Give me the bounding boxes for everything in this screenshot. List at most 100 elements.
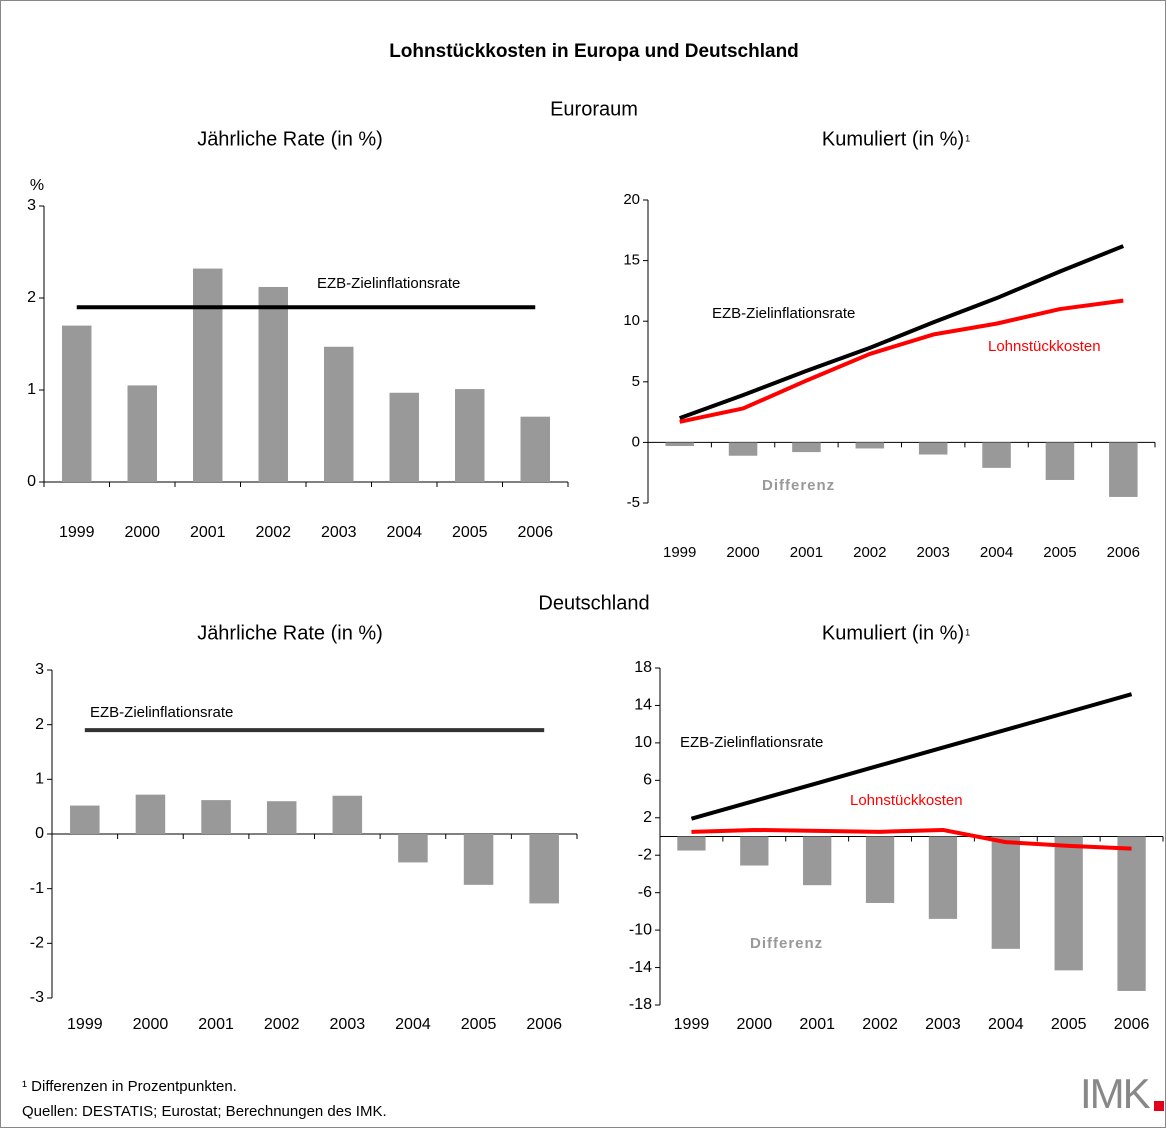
y-tick-label: -1: [30, 880, 44, 897]
x-tick-label: 1999: [674, 1016, 710, 1033]
section-title: Deutschland: [538, 592, 649, 614]
x-tick-label: 2003: [925, 1016, 961, 1033]
bar: [324, 346, 354, 482]
y-tick-label: -6: [638, 884, 652, 901]
footnote-ref: 1: [965, 133, 970, 143]
y-tick-label: 10: [634, 734, 652, 751]
bar: [70, 805, 100, 834]
x-tick-label: 2006: [517, 524, 553, 541]
x-tick-label: 2005: [452, 524, 488, 541]
x-tick-label: 2001: [799, 1016, 835, 1033]
y-tick-label: 1: [35, 771, 44, 788]
y-tick-label: 10: [623, 312, 640, 329]
bar: [193, 268, 223, 482]
logo-square: [1154, 1101, 1164, 1111]
chart-subtitle: Kumuliert (in %): [822, 622, 964, 644]
x-tick-label: 2005: [461, 1016, 497, 1033]
x-tick-label: 2003: [330, 1016, 366, 1033]
y-tick-label: -2: [30, 935, 44, 952]
bar: [266, 801, 297, 834]
x-tick-label: 2005: [1051, 1016, 1087, 1033]
bar: [803, 836, 832, 886]
bar: [665, 442, 694, 447]
footnote: Quellen: DESTATIS; Eurostat; Berechnunge…: [22, 1103, 387, 1120]
bar: [332, 795, 363, 834]
footnote-ref: 1: [965, 627, 970, 637]
series-label: EZB-Zielinflationsrate: [317, 275, 460, 292]
series-label: EZB-Zielinflationsrate: [712, 305, 855, 322]
y-tick-label: 3: [27, 197, 36, 214]
series-label: Differenz: [762, 477, 835, 494]
x-tick-label: 2002: [255, 524, 291, 541]
x-tick-label: 2004: [980, 544, 1013, 561]
x-tick-label: 2000: [726, 544, 759, 561]
x-tick-label: 2002: [264, 1016, 300, 1033]
x-tick-label: 2002: [853, 544, 886, 561]
bar: [1054, 836, 1083, 971]
bar: [928, 836, 958, 919]
x-tick-label: 2006: [1114, 1016, 1150, 1033]
x-tick-label: 2004: [386, 524, 422, 541]
x-tick-label: 2005: [1043, 544, 1076, 561]
bar: [1117, 836, 1146, 991]
y-tick-label: 2: [35, 716, 44, 733]
y-tick-label: -3: [30, 989, 44, 1006]
bar: [1045, 442, 1075, 480]
y-tick-label: 1: [27, 381, 36, 398]
footnote: ¹ Differenzen in Prozentpunkten.: [22, 1078, 237, 1095]
bar: [463, 834, 494, 885]
series-label: Lohnstückkosten: [988, 338, 1101, 355]
y-tick-label: -2: [638, 846, 652, 863]
y-tick-label: -5: [627, 494, 640, 511]
section-title: Euroraum: [550, 98, 638, 120]
bar: [991, 836, 1020, 949]
y-tick-label: 5: [632, 373, 640, 390]
bar: [201, 800, 231, 834]
chart-subtitle: Jährliche Rate (in %): [197, 622, 383, 644]
y-tick-label: 6: [643, 772, 652, 789]
x-tick-label: 1999: [67, 1016, 103, 1033]
x-tick-label: 2000: [737, 1016, 773, 1033]
y-tick-label: 15: [623, 252, 640, 269]
bar: [1109, 442, 1138, 497]
bar: [792, 442, 821, 453]
bar: [529, 834, 559, 904]
bar: [258, 286, 288, 482]
x-tick-label: 2001: [198, 1016, 234, 1033]
series-label: EZB-Zielinflationsrate: [90, 704, 233, 721]
x-tick-label: 2001: [190, 524, 226, 541]
y-tick-label: 3: [35, 661, 44, 678]
x-tick-label: 2000: [124, 524, 160, 541]
bar: [740, 836, 769, 866]
y-tick-label: 14: [634, 697, 652, 714]
bar: [728, 442, 758, 456]
bar: [389, 392, 419, 482]
line: [690, 692, 1133, 821]
bar: [918, 442, 948, 455]
chart-subtitle: Jährliche Rate (in %): [197, 128, 383, 150]
line: [679, 244, 1125, 421]
bar: [455, 389, 485, 482]
chart-subtitle: Kumuliert (in %): [822, 128, 964, 150]
series-label: EZB-Zielinflationsrate: [680, 734, 823, 751]
series-label: Differenz: [750, 935, 823, 952]
bar: [677, 836, 706, 851]
bar: [62, 325, 92, 482]
bar: [982, 442, 1011, 468]
x-tick-label: 2003: [321, 524, 357, 541]
y-tick-label: 0: [35, 825, 44, 842]
y-tick-label: -14: [629, 959, 652, 976]
y-tick-label: 0: [632, 433, 640, 450]
y-axis-label: %: [30, 177, 44, 194]
line: [691, 827, 1132, 851]
line: [679, 298, 1124, 424]
bar: [127, 385, 157, 482]
x-tick-label: 2000: [133, 1016, 169, 1033]
y-tick-label: 18: [634, 659, 652, 676]
bar: [398, 834, 428, 863]
y-tick-label: 0: [27, 473, 36, 490]
y-tick-label: -10: [629, 921, 652, 938]
logo: IMK: [1080, 1070, 1164, 1117]
